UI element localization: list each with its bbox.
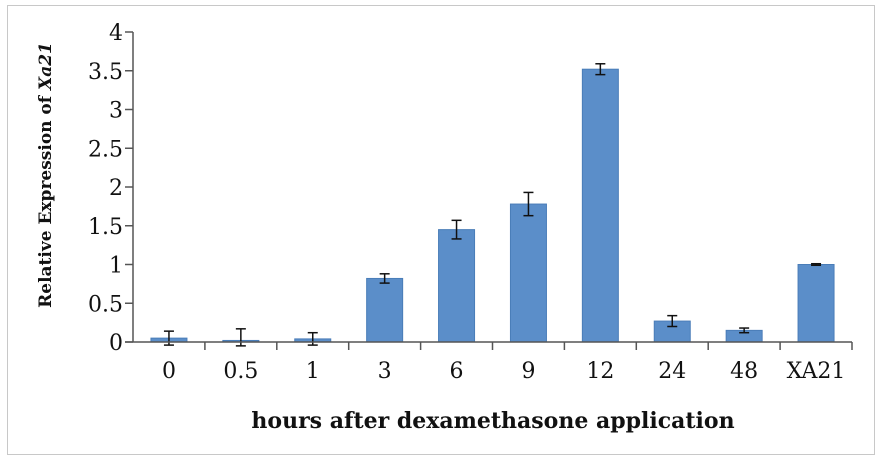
bar-9 <box>509 203 547 343</box>
y-tick-label: 3 <box>109 99 123 124</box>
error-bar-24 <box>667 314 678 328</box>
error-bar-0 <box>163 330 174 346</box>
y-tick-labels: 0 0.5 1 1.5 2 2.5 3 3.5 4 <box>88 21 123 356</box>
error-bar-0.5 <box>235 328 246 347</box>
error-bar-9 <box>523 191 534 217</box>
x-tick-label: 12 <box>586 359 614 384</box>
x-tick-label: 0.5 <box>223 359 258 384</box>
bar-12 <box>581 68 619 343</box>
x-axis-title: hours after dexamethasone application <box>251 408 734 434</box>
y-tick-label: 0 <box>109 331 123 356</box>
x-tick-label: 6 <box>450 359 464 384</box>
error-bar-XA21 <box>811 262 822 267</box>
y-axis-title-gene: Xa21 <box>36 42 56 91</box>
x-tick-label: 48 <box>730 359 758 384</box>
error-bar-48 <box>739 327 750 334</box>
y-axis-title-prefix: Relative Expression of <box>36 90 56 308</box>
y-tick-label: 3.5 <box>88 60 123 85</box>
y-tick-label: 2 <box>109 176 123 201</box>
error-bar-3 <box>379 273 390 284</box>
y-tick-label: 0.5 <box>88 292 123 317</box>
y-tick-label: 1.5 <box>88 215 123 240</box>
y-tick-label: 4 <box>109 21 123 46</box>
bar-6 <box>438 229 476 343</box>
x-tick-label: 3 <box>378 359 392 384</box>
error-bar-6 <box>451 219 462 240</box>
error-bar-1 <box>307 331 318 346</box>
bar-XA21 <box>797 264 835 343</box>
x-tick-label: 9 <box>521 359 535 384</box>
axes-layer <box>125 31 853 350</box>
bars-layer <box>150 68 835 343</box>
y-axis-title: Relative Expression of Xa21 <box>36 42 56 308</box>
y-tick-label: 1 <box>109 254 123 279</box>
x-tick-label: 1 <box>306 359 320 384</box>
x-tick-labels: 0 0.5 1 3 6 9 12 24 48 XA21 <box>162 359 845 384</box>
x-tick-label: 24 <box>658 359 686 384</box>
y-tick-label: 2.5 <box>88 137 123 162</box>
error-bars-layer <box>163 63 822 347</box>
error-bar-12 <box>595 63 606 76</box>
x-tick-label: XA21 <box>787 359 846 384</box>
x-tick-label: 0 <box>162 359 176 384</box>
bar-3 <box>366 277 404 343</box>
